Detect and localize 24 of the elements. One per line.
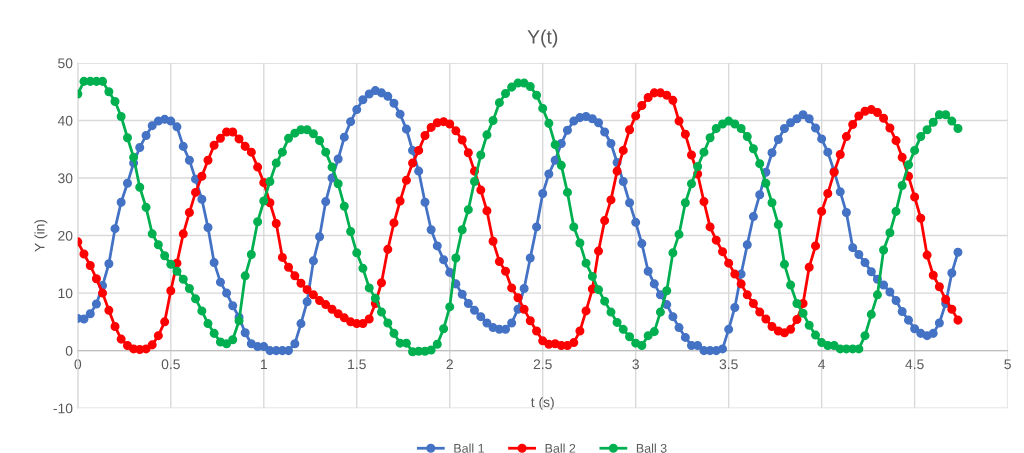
- x-tick-label: 1: [260, 359, 267, 370]
- y-axis-title: Y (in): [34, 219, 48, 252]
- x-tick-label: 2: [446, 359, 453, 370]
- chart-title: Y(t): [527, 29, 558, 48]
- y-tick-label: 10: [58, 288, 73, 299]
- x-tick-label: 5: [1004, 359, 1011, 370]
- y-tick-label: 20: [58, 230, 73, 241]
- x-tick-label: 2.5: [533, 359, 552, 370]
- y-tick-label: 40: [57, 115, 73, 126]
- x-tick-label: 3.5: [719, 359, 738, 370]
- x-tick-label: 4.5: [905, 359, 924, 370]
- legend-label: Ball 2: [545, 443, 576, 453]
- x-tick-label: 3: [632, 359, 639, 370]
- y-tick-label: 0: [65, 345, 73, 356]
- x-tick-label: 4: [818, 359, 826, 370]
- x-tick-label: 1.5: [348, 359, 366, 370]
- x-axis-title: t (s): [530, 396, 554, 410]
- y-tick-label: 30: [58, 173, 73, 184]
- x-tick-label: 0.5: [161, 359, 180, 370]
- y-tick-label: 50: [58, 58, 73, 69]
- legend-label: Ball 3: [636, 443, 667, 453]
- y-tick-label: -10: [53, 403, 73, 414]
- x-tick-label: 0: [74, 359, 82, 370]
- legend-label: Ball 1: [454, 443, 484, 453]
